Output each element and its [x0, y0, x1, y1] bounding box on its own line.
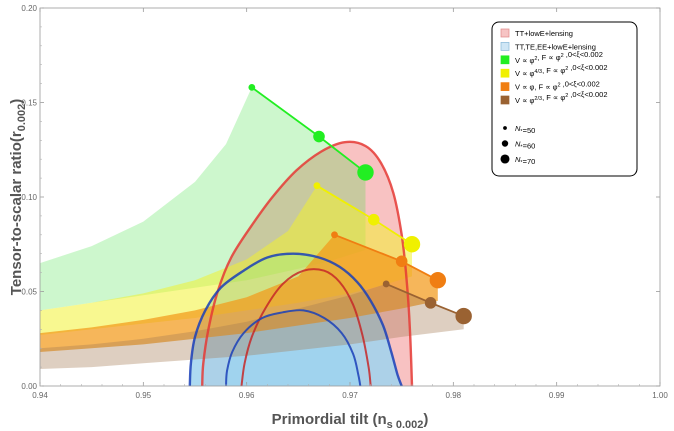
legend-n-label-1: N*=60	[515, 140, 535, 151]
legend-swatch-1	[500, 42, 510, 51]
legend-n-marker-2	[500, 154, 510, 164]
y-tick-label-0: 0.00	[21, 382, 37, 391]
contour-outer-edge-0	[201, 140, 414, 386]
series-point-1-2	[403, 236, 421, 253]
legend-swatch-0	[500, 28, 510, 38]
series-point-3-1	[424, 297, 437, 309]
contour-inner-edge-0	[240, 268, 372, 386]
y-tick-label-1: 0.05	[21, 288, 37, 297]
band-3	[40, 283, 464, 369]
legend-label-1: TT,TE,EE+lowE+lensing	[515, 42, 596, 51]
legend-swatch-3	[500, 68, 510, 78]
x-tick-label-2: 0.96	[239, 391, 255, 400]
series-point-2-2	[429, 271, 447, 289]
x-tick-label-3: 0.97	[342, 391, 358, 400]
series-point-3-2	[455, 307, 472, 325]
band-layer	[40, 87, 464, 369]
marker-layer	[248, 83, 472, 325]
legend-label-4: V ∝ φ, F ∝ φ2 ,0<ξ<0.002	[515, 80, 600, 92]
y-tick-label-4: 0.20	[21, 4, 37, 13]
series-point-0-2	[357, 164, 374, 181]
plot-area	[40, 87, 464, 386]
x-tick-label-5: 0.99	[549, 391, 565, 400]
contour-inner-edge-1	[225, 309, 362, 386]
contour-edge-layer	[188, 140, 414, 386]
series-point-1-0	[313, 182, 321, 190]
y-tick-label-3: 0.15	[21, 99, 37, 108]
contour-outer-edge-1	[188, 252, 403, 386]
legend-n-label-0: N*=50	[515, 124, 535, 135]
series-point-2-0	[331, 231, 338, 239]
legend-label-5: V ∝ φ2/3, F ∝ φ2 ,0<ξ<0.002	[515, 90, 608, 105]
x-tick-label-6: 1.00	[652, 391, 668, 400]
legend-box	[491, 21, 638, 177]
x-axis-title: Primordial tilt (ns 0.002)	[272, 411, 429, 431]
series-point-3-0	[382, 280, 390, 288]
band-2	[40, 234, 438, 352]
series-point-0-1	[313, 130, 325, 143]
series-point-2-1	[395, 255, 408, 268]
legend-swatch-2	[500, 55, 510, 65]
y-tick-label-2: 0.10	[21, 193, 37, 202]
legend-swatch-4	[500, 82, 510, 91]
y-axis-title: Tensor-to-scalar ratio(r0.002)	[8, 99, 28, 295]
legend-swatch-5	[500, 95, 510, 105]
legend-n-label-2: N*=70	[515, 155, 535, 166]
x-tick-label-0: 0.94	[32, 391, 48, 400]
series-point-1-1	[367, 213, 380, 226]
legend-label-2: V ∝ φ2, F ∝ φ2 ,0<ξ<0.002	[515, 50, 603, 65]
series-point-0-0	[248, 83, 256, 91]
legend-label-3: V ∝ φ4/3, F ∝ φ2 ,0<ξ<0.002	[515, 63, 608, 78]
x-tick-label-1: 0.95	[136, 391, 152, 400]
legend-label-0: TT+lowE+lensing	[515, 29, 573, 38]
tick-layer: 0.94 0.95 0.96 0.97 0.98 0.99 1.00 0.00 0.05 0.10…	[21, 4, 668, 400]
x-tick-label-4: 0.98	[446, 391, 462, 400]
legend-n-marker-0	[503, 126, 507, 130]
legend-n-marker-1	[501, 140, 509, 147]
